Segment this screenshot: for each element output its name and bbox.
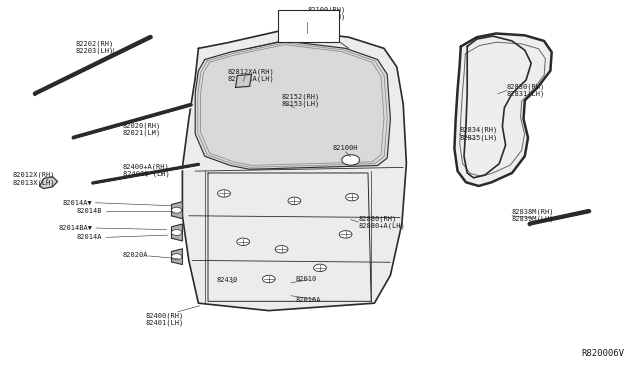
Text: 82400+A(RH)
82400Q (LH): 82400+A(RH) 82400Q (LH) [123, 163, 170, 177]
Circle shape [339, 231, 352, 238]
Polygon shape [172, 202, 182, 219]
Polygon shape [182, 30, 406, 311]
Polygon shape [172, 224, 182, 241]
Text: 82830(RH)
82831(LH): 82830(RH) 82831(LH) [507, 83, 545, 97]
Text: R820006V: R820006V [581, 349, 624, 358]
Text: 82834(RH)
82835(LH): 82834(RH) 82835(LH) [460, 127, 498, 141]
Text: 82100H: 82100H [333, 145, 358, 151]
Text: 82014BA▼: 82014BA▼ [59, 225, 93, 231]
Text: B2010: B2010 [296, 276, 317, 282]
Circle shape [218, 190, 230, 197]
Circle shape [346, 193, 358, 201]
Text: 82812XA(RH)
82813XA(LH): 82812XA(RH) 82813XA(LH) [227, 68, 274, 82]
Circle shape [275, 246, 288, 253]
Circle shape [172, 207, 182, 213]
Circle shape [314, 264, 326, 272]
Text: 82400(RH)
82401(LH): 82400(RH) 82401(LH) [146, 312, 184, 327]
Circle shape [237, 238, 250, 246]
Circle shape [172, 230, 182, 235]
Text: 82012X(RH)
82013X(LH): 82012X(RH) 82013X(LH) [13, 171, 55, 186]
Text: 82202(RH)
82203(LH): 82202(RH) 82203(LH) [76, 40, 114, 54]
Text: 82016A: 82016A [296, 297, 321, 303]
Polygon shape [172, 249, 182, 264]
Circle shape [288, 197, 301, 205]
Polygon shape [40, 177, 58, 189]
Bar [278, 10, 339, 42]
Text: 82014B: 82014B [77, 208, 102, 214]
Text: 82014A: 82014A [77, 234, 102, 240]
Circle shape [172, 254, 182, 260]
Text: 82880(RH)
82880+A(LH): 82880(RH) 82880+A(LH) [358, 215, 405, 229]
Text: 82100(RH)
82101(LH): 82100(RH) 82101(LH) [307, 6, 346, 20]
Circle shape [262, 275, 275, 283]
Polygon shape [454, 33, 552, 186]
Text: 82014A▼: 82014A▼ [62, 200, 92, 206]
Text: 82020A: 82020A [123, 252, 148, 258]
Polygon shape [236, 74, 252, 87]
Circle shape [342, 155, 360, 165]
Text: 82838M(RH)
82839M(LH): 82838M(RH) 82839M(LH) [512, 208, 554, 222]
Text: 82152(RH)
82153(LH): 82152(RH) 82153(LH) [282, 93, 320, 108]
Text: 82020(RH)
82021(LH): 82020(RH) 82021(LH) [123, 122, 161, 136]
Text: 82430: 82430 [216, 278, 237, 283]
Polygon shape [195, 41, 390, 169]
